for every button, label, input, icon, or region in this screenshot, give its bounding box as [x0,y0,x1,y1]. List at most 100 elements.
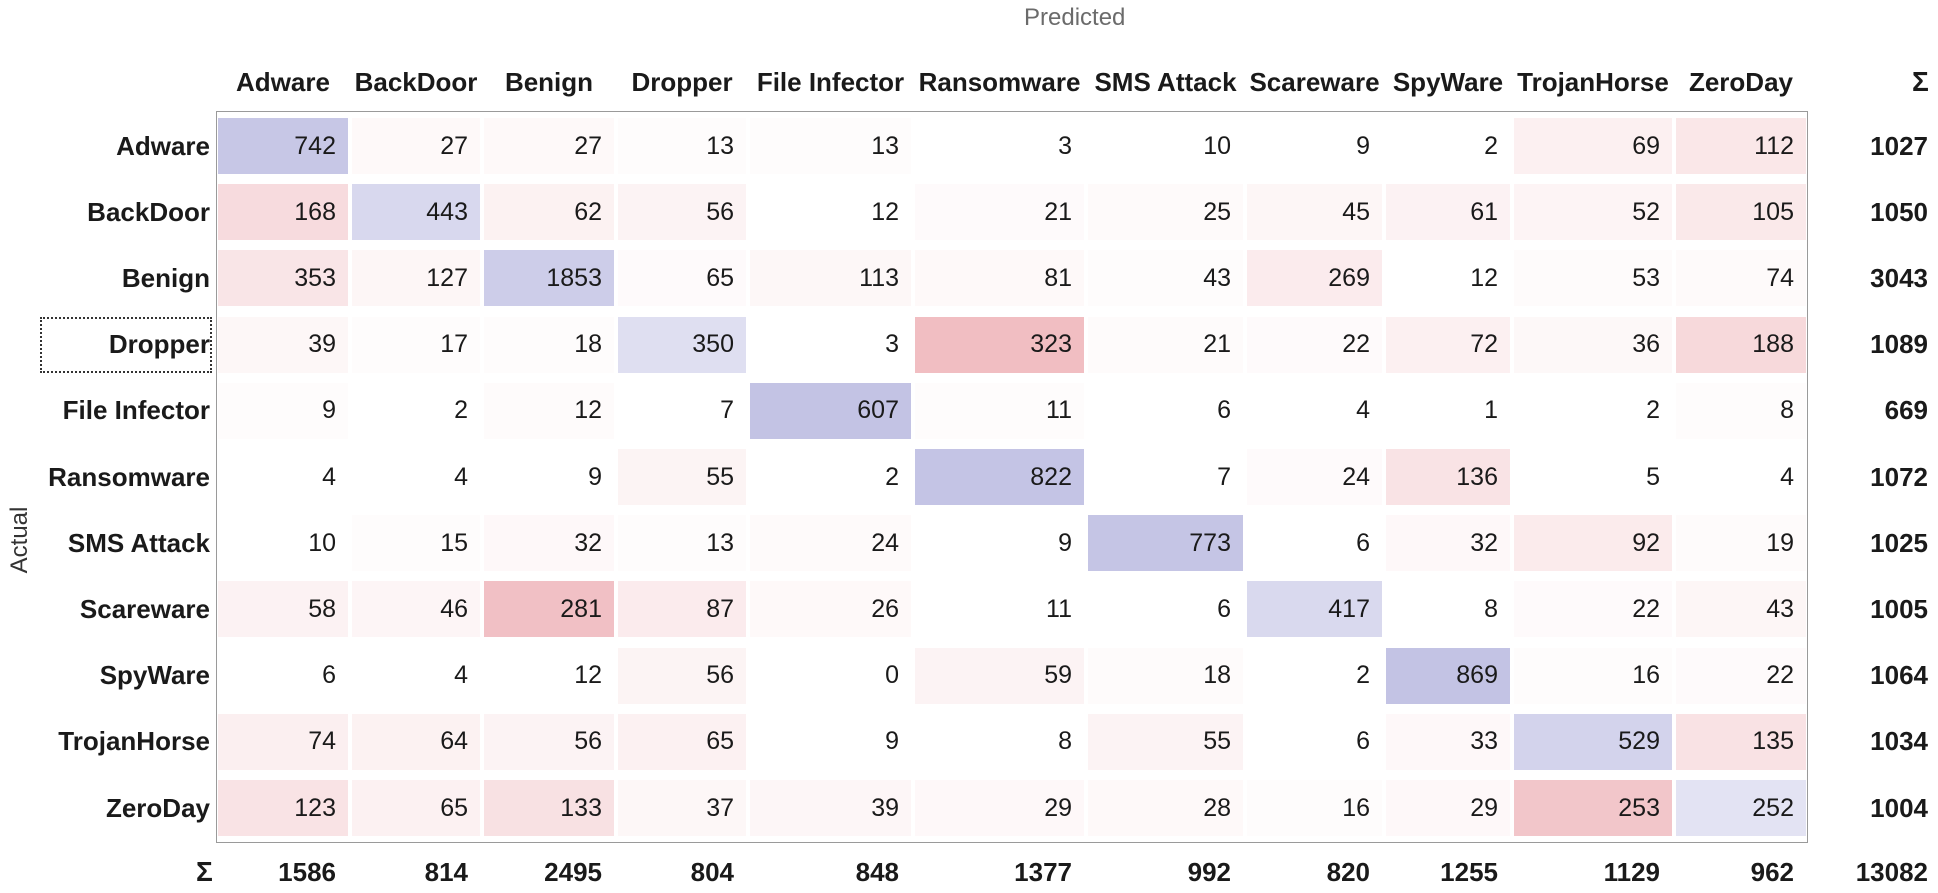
row-header[interactable]: BackDoor [87,196,210,227]
matrix-cell: 6 [1086,380,1245,442]
matrix-cell: 9 [216,380,350,442]
matrix-cell: 135 [1674,711,1808,773]
matrix-cell: 607 [748,380,913,442]
cell-value: 417 [1328,594,1370,623]
matrix-cell: 21 [1086,314,1245,376]
matrix-cell: 2 [350,380,482,442]
matrix-cell: 21 [913,181,1086,243]
matrix-cell: 822 [913,446,1086,508]
row-total: 1050 [1870,196,1928,227]
column-header: BackDoor [354,66,478,97]
row-header[interactable]: Benign [121,262,210,293]
column-total: 820 [1326,856,1370,887]
cell-value: 1 [1484,396,1498,425]
matrix-cell: 13 [616,115,748,177]
matrix-cell: 65 [350,777,482,839]
matrix-cell: 136 [1384,446,1512,508]
row-header[interactable]: SpyWare [99,660,210,691]
matrix-cell: 18 [482,314,616,376]
cell-value: 21 [1203,330,1231,359]
matrix-cell: 281 [482,578,616,640]
cell-value: 9 [588,462,602,491]
cell-value: 43 [1203,263,1231,292]
cell-value: 87 [706,594,734,623]
row-total: 1064 [1870,660,1928,691]
matrix-cell: 9 [913,512,1086,574]
cell-value: 27 [440,131,468,160]
cell-value: 0 [885,661,899,690]
cell-value: 32 [1470,528,1498,557]
cell-value: 12 [574,396,602,425]
column-header: Scareware [1249,66,1380,97]
matrix-cell: 43 [1086,247,1245,309]
cell-value: 13 [706,131,734,160]
row-header[interactable]: ZeroDay [105,792,210,823]
cell-value: 607 [857,396,899,425]
cell-value: 3 [1058,131,1072,160]
cell-value: 12 [871,197,899,226]
cell-value: 1853 [546,263,602,292]
cell-value: 17 [440,330,468,359]
matrix-cell: 869 [1384,645,1512,707]
matrix-cell: 39 [216,314,350,376]
matrix-cell: 26 [748,578,913,640]
cell-value: 45 [1342,197,1370,226]
column-total: 1377 [1014,856,1072,887]
row-header[interactable]: Ransomware [48,461,210,492]
matrix-cell: 7 [616,380,748,442]
row-header[interactable]: Scareware [79,593,210,624]
matrix-cell: 6 [1245,711,1384,773]
matrix-cell: 7 [1086,446,1245,508]
row-header[interactable]: TrojanHorse [58,726,210,757]
matrix-cell: 252 [1674,777,1808,839]
matrix-cell: 13 [748,115,913,177]
cell-value: 9 [885,727,899,756]
matrix-cell: 6 [216,645,350,707]
row-header[interactable]: Dropper [40,316,212,373]
cell-value: 9 [1356,131,1370,160]
matrix-cell: 10 [1086,115,1245,177]
row-total: 1072 [1870,461,1928,492]
column-header: Dropper [631,66,733,97]
matrix-cell: 74 [1674,247,1808,309]
column-total: 2495 [544,856,602,887]
row-header[interactable]: SMS Attack [67,527,210,558]
cell-value: 8 [1058,727,1072,756]
cell-value: 133 [560,793,602,822]
cell-value: 55 [1203,727,1231,756]
cell-value: 55 [706,462,734,491]
matrix-cell: 87 [616,578,748,640]
matrix-cell: 56 [482,711,616,773]
cell-value: 4 [1356,396,1370,425]
matrix-cell: 9 [748,711,913,773]
cell-value: 16 [1632,661,1660,690]
matrix-cell: 9 [482,446,616,508]
y-axis-label: Actual [6,506,33,574]
cell-value: 32 [574,528,602,557]
matrix-cell: 36 [1512,314,1674,376]
column-header: Adware [236,66,330,97]
cell-value: 9 [322,396,336,425]
matrix-cell: 2 [1512,380,1674,442]
cell-value: 105 [1752,197,1794,226]
matrix-cell: 61 [1384,181,1512,243]
matrix-cell: 72 [1384,314,1512,376]
matrix-cell: 10 [216,512,350,574]
matrix-cell: 59 [913,645,1086,707]
column-header: Ransomware [918,66,1081,97]
cell-value: 53 [1632,263,1660,292]
row-header[interactable]: Adware [116,130,210,161]
matrix-cell: 69 [1512,115,1674,177]
cell-value: 281 [560,594,602,623]
matrix-cell: 8 [1674,380,1808,442]
matrix-cell: 105 [1674,181,1808,243]
matrix-cell: 8 [913,711,1086,773]
cell-value: 19 [1766,528,1794,557]
cell-value: 28 [1203,793,1231,822]
cell-value: 69 [1632,131,1660,160]
row-header[interactable]: File Infector [62,395,210,426]
matrix-cell: 52 [1512,181,1674,243]
col-sum-header: Σ [196,856,213,887]
cell-value: 56 [706,661,734,690]
matrix-cell: 12 [482,645,616,707]
